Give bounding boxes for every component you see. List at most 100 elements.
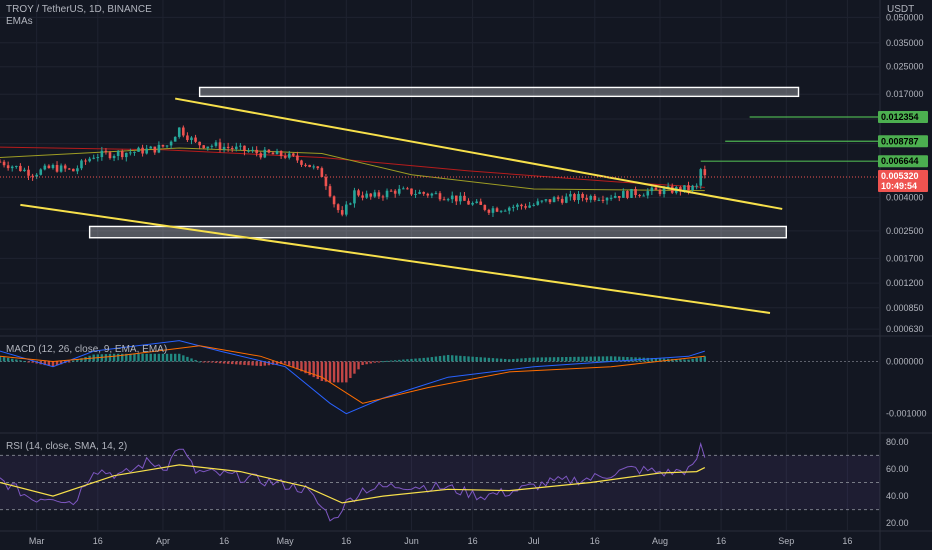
macd-histogram-bar[interactable] — [296, 361, 299, 370]
macd-histogram-bar[interactable] — [239, 361, 242, 365]
candle-body[interactable] — [267, 149, 271, 153]
candle-body[interactable] — [516, 204, 519, 207]
candle-body[interactable] — [137, 147, 140, 152]
candle-body[interactable] — [703, 169, 707, 176]
macd-histogram-bar[interactable] — [495, 358, 499, 362]
time-tick-label[interactable]: Sep — [778, 536, 794, 546]
candle-body[interactable] — [556, 197, 560, 199]
target-price-tag[interactable] — [878, 155, 928, 168]
symbol-title[interactable]: TROY / TetherUS, 1D, BINANCE — [6, 4, 152, 15]
macd-histogram-bar[interactable] — [691, 358, 694, 362]
candle-body[interactable] — [479, 201, 483, 205]
macd-histogram-bar[interactable] — [178, 353, 181, 362]
macd-histogram-bar[interactable] — [161, 353, 165, 362]
candle-body[interactable] — [72, 168, 75, 172]
macd-histogram-bar[interactable] — [544, 357, 548, 362]
macd-line[interactable] — [0, 340, 705, 415]
candle-body[interactable] — [35, 174, 38, 177]
candle-body[interactable] — [287, 153, 291, 158]
macd-histogram-bar[interactable] — [11, 358, 14, 362]
candle-body[interactable] — [658, 189, 662, 195]
price-tick-label[interactable]: 0.025000 — [886, 62, 924, 72]
macd-histogram-bar[interactable] — [328, 361, 332, 383]
time-tick-label[interactable]: Apr — [156, 536, 170, 546]
candle-body[interactable] — [92, 157, 96, 159]
candle-body[interactable] — [43, 165, 47, 170]
macd-histogram-bar[interactable] — [6, 357, 10, 362]
macd-histogram-bar[interactable] — [565, 357, 568, 362]
ema-indicator-label[interactable]: EMAs — [6, 16, 33, 27]
macd-histogram-bar[interactable] — [349, 361, 352, 379]
candle-body[interactable] — [422, 192, 426, 194]
macd-histogram-bar[interactable] — [271, 361, 275, 365]
price-tick-label[interactable]: 0.000850 — [886, 303, 924, 313]
macd-histogram-bar[interactable] — [263, 361, 267, 366]
macd-histogram-bar[interactable] — [104, 354, 108, 362]
macd-histogram-bar[interactable] — [658, 358, 662, 362]
candle-body[interactable] — [638, 195, 641, 197]
macd-histogram-bar[interactable] — [369, 361, 372, 364]
candle-body[interactable] — [446, 199, 450, 201]
candle-body[interactable] — [585, 197, 588, 200]
candle-body[interactable] — [605, 198, 609, 201]
candle-body[interactable] — [210, 145, 214, 147]
candle-body[interactable] — [279, 150, 283, 157]
candle-body[interactable] — [283, 156, 287, 158]
candle-body[interactable] — [540, 200, 544, 202]
candle-body[interactable] — [161, 144, 165, 147]
macd-histogram-bar[interactable] — [320, 361, 324, 381]
candle-body[interactable] — [597, 199, 601, 201]
candle-body[interactable] — [112, 155, 116, 159]
macd-histogram-bar[interactable] — [581, 356, 584, 362]
candle-body[interactable] — [206, 146, 210, 149]
macd-histogram-bar[interactable] — [0, 356, 2, 362]
macd-histogram-bar[interactable] — [475, 356, 478, 362]
macd-histogram-bar[interactable] — [300, 361, 303, 372]
macd-histogram-bar[interactable] — [508, 359, 511, 362]
macd-histogram-bar[interactable] — [687, 359, 690, 362]
candle-body[interactable] — [365, 193, 368, 198]
macd-histogram-bar[interactable] — [283, 361, 287, 364]
candle-body[interactable] — [475, 201, 478, 203]
candle-body[interactable] — [622, 191, 625, 198]
macd-histogram-bar[interactable] — [569, 356, 572, 362]
rsi-tick-label[interactable]: 40.00 — [886, 491, 909, 501]
candle-body[interactable] — [552, 197, 556, 203]
time-tick-label[interactable]: Jun — [404, 536, 419, 546]
candle-body[interactable] — [10, 166, 14, 169]
macd-histogram-bar[interactable] — [100, 354, 104, 362]
macd-histogram-bar[interactable] — [226, 361, 230, 364]
candle-body[interactable] — [120, 151, 124, 158]
target-price-tag[interactable] — [878, 110, 928, 123]
macd-histogram-bar[interactable] — [35, 361, 38, 364]
candle-body[interactable] — [434, 193, 438, 195]
macd-histogram-bar[interactable] — [137, 353, 140, 362]
candle-body[interactable] — [19, 165, 22, 172]
macd-histogram-bar[interactable] — [491, 358, 495, 362]
macd-histogram-bar[interactable] — [561, 357, 564, 362]
macd-histogram-bar[interactable] — [487, 357, 491, 362]
macd-histogram-bar[interactable] — [316, 361, 319, 380]
candle-body[interactable] — [495, 208, 499, 212]
macd-histogram-bar[interactable] — [76, 359, 79, 362]
macd-histogram-bar[interactable] — [125, 353, 128, 362]
candle-body[interactable] — [577, 193, 580, 201]
candle-body[interactable] — [695, 185, 698, 187]
macd-histogram-bar[interactable] — [536, 357, 539, 362]
macd-histogram-bar[interactable] — [398, 359, 401, 362]
candle-body[interactable] — [88, 158, 91, 162]
macd-histogram-bar[interactable] — [451, 355, 454, 362]
candle-body[interactable] — [642, 195, 646, 197]
candle-body[interactable] — [129, 152, 132, 154]
macd-histogram-bar[interactable] — [618, 356, 621, 362]
macd-histogram-bar[interactable] — [72, 360, 75, 362]
candle-body[interactable] — [613, 195, 617, 198]
candle-body[interactable] — [438, 193, 442, 200]
time-tick-label[interactable]: 16 — [468, 536, 478, 546]
macd-histogram-bar[interactable] — [210, 361, 214, 363]
macd-histogram-bar[interactable] — [524, 358, 527, 362]
macd-histogram-bar[interactable] — [512, 358, 515, 362]
candle-body[interactable] — [243, 145, 246, 152]
candle-body[interactable] — [332, 196, 336, 205]
candle-body[interactable] — [634, 189, 637, 196]
